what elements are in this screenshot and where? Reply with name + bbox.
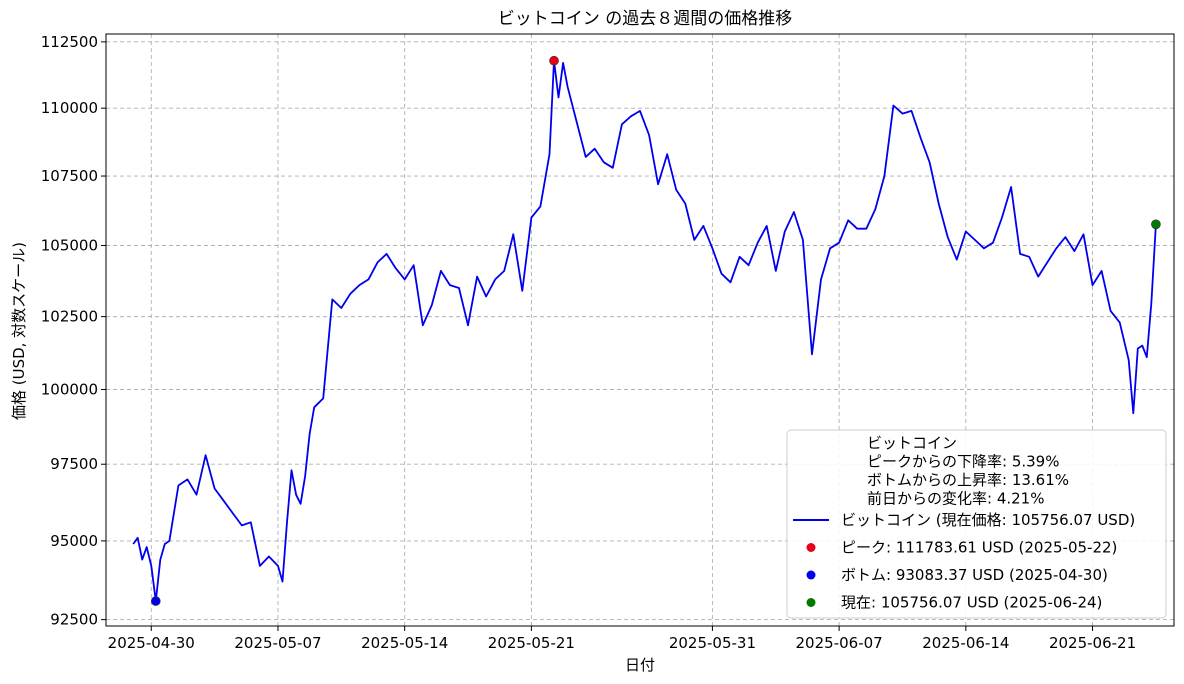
current-marker [1151, 219, 1161, 230]
y-axis-ticks: 92500 95000 97500 100000 102500 105000 107500 1… [41, 33, 106, 629]
legend-point-label: ボトム: 93083.37 USD (2025-04-30) [841, 566, 1108, 584]
y-tick-label: 110000 [41, 99, 98, 117]
legend-point-swatch [806, 543, 816, 552]
legend-point-label: 現在: 105756.07 USD (2025-06-24) [841, 594, 1102, 612]
chart-title: ビットコイン の過去８週間の価格推移 [498, 9, 792, 29]
legend-header-line: ピークからの下降率: 5.39% [867, 453, 1059, 471]
plot-frame [105, 33, 1175, 627]
y-axis-label: 価格 (USD, 対数スケール) [10, 242, 28, 420]
x-tick-label: 2025-05-21 [488, 634, 575, 652]
bottom-marker [150, 596, 161, 606]
y-tick-label: 102500 [41, 308, 98, 326]
x-axis-label: 日付 [625, 656, 655, 674]
marker-layer [150, 55, 1161, 606]
y-tick-label: 95000 [50, 532, 98, 550]
legend-series-label: ビットコイン (現在価格: 105756.07 USD) [841, 511, 1135, 529]
x-tick-label: 2025-06-21 [1049, 634, 1136, 652]
legend-point-swatch [806, 570, 816, 580]
price-line [132, 59, 1157, 602]
legend-header-line: ビットコイン [867, 434, 957, 452]
y-tick-label: 107500 [41, 167, 98, 185]
x-tick-label: 2025-05-14 [361, 634, 448, 652]
y-tick-label: 112500 [41, 33, 98, 51]
x-axis-ticks: 2025-04-30 2025-05-07 2025-05-14 2025-05-21… [108, 626, 1136, 652]
y-tick-label: 100000 [41, 381, 98, 399]
x-tick-label: 2025-04-30 [108, 634, 195, 652]
y-tick-label: 105000 [41, 236, 98, 254]
legend-header-line: 前日からの変化率: 4.21% [867, 490, 1044, 508]
legend-point-swatch [806, 598, 816, 607]
y-tick-label: 97500 [50, 455, 98, 473]
x-tick-label: 2025-05-31 [669, 634, 756, 652]
legend-point-label: ピーク: 111783.61 USD (2025-05-22) [841, 539, 1117, 557]
x-tick-label: 2025-06-07 [796, 634, 883, 652]
y-tick-label: 92500 [50, 611, 98, 629]
legend-header-line: ボトムからの上昇率: 13.61% [867, 471, 1069, 489]
legend-box [786, 429, 1167, 619]
x-tick-label: 2025-05-07 [234, 634, 321, 652]
series-layer [132, 59, 1157, 602]
peak-marker [549, 55, 559, 66]
x-tick-label: 2025-06-14 [922, 634, 1009, 652]
